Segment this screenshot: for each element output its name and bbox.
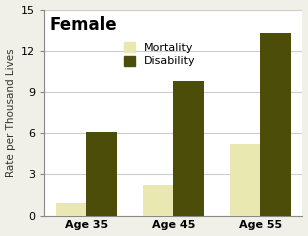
Bar <box>173 81 204 215</box>
Y-axis label: Rate per Thousand Lives: Rate per Thousand Lives <box>6 48 16 177</box>
Text: Female: Female <box>49 16 117 34</box>
Bar <box>56 203 87 215</box>
Legend: Mortality, Disability: Mortality, Disability <box>122 40 198 69</box>
Bar <box>260 33 291 215</box>
Bar <box>87 132 117 215</box>
Bar <box>143 185 173 215</box>
Bar <box>230 144 260 215</box>
